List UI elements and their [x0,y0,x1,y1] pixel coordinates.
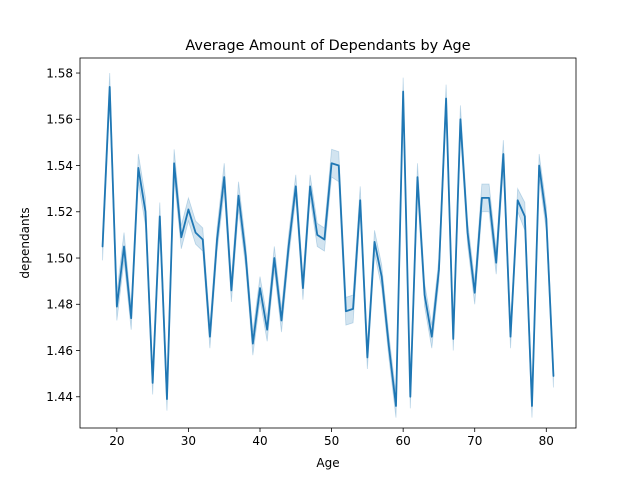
y-tick-label: 1.56 [46,113,73,127]
y-tick-label: 1.58 [46,66,73,80]
series-line-layer [101,86,555,407]
confidence-band-layer [102,73,554,418]
x-tick-label: 20 [109,434,124,448]
y-tick-label: 1.44 [46,390,73,404]
plot-frame [79,57,577,429]
x-axis-ticks: 20 30 40 50 60 70 80 [109,428,554,448]
x-tick-label: 80 [539,434,554,448]
x-tick-label: 50 [324,434,339,448]
x-axis-label: Age [316,456,339,470]
y-tick-label: 1.52 [46,205,73,219]
y-tick-label: 1.48 [46,298,73,312]
y-tick-label: 1.46 [46,344,73,358]
x-tick-label: 40 [252,434,267,448]
x-tick-label: 60 [396,434,411,448]
series-line-0 [101,86,555,407]
confidence-band-0 [102,73,554,418]
chart-title: Average Amount of Dependants by Age [185,38,470,54]
x-tick-label: 30 [181,434,196,448]
y-axis-label: dependants [18,207,32,278]
y-axis-ticks: 1.44 1.46 1.48 1.50 1.52 1.54 1.56 1.58 [46,66,80,404]
y-tick-label: 1.54 [46,159,73,173]
y-tick-label: 1.50 [46,251,73,265]
x-tick-label: 70 [467,434,482,448]
